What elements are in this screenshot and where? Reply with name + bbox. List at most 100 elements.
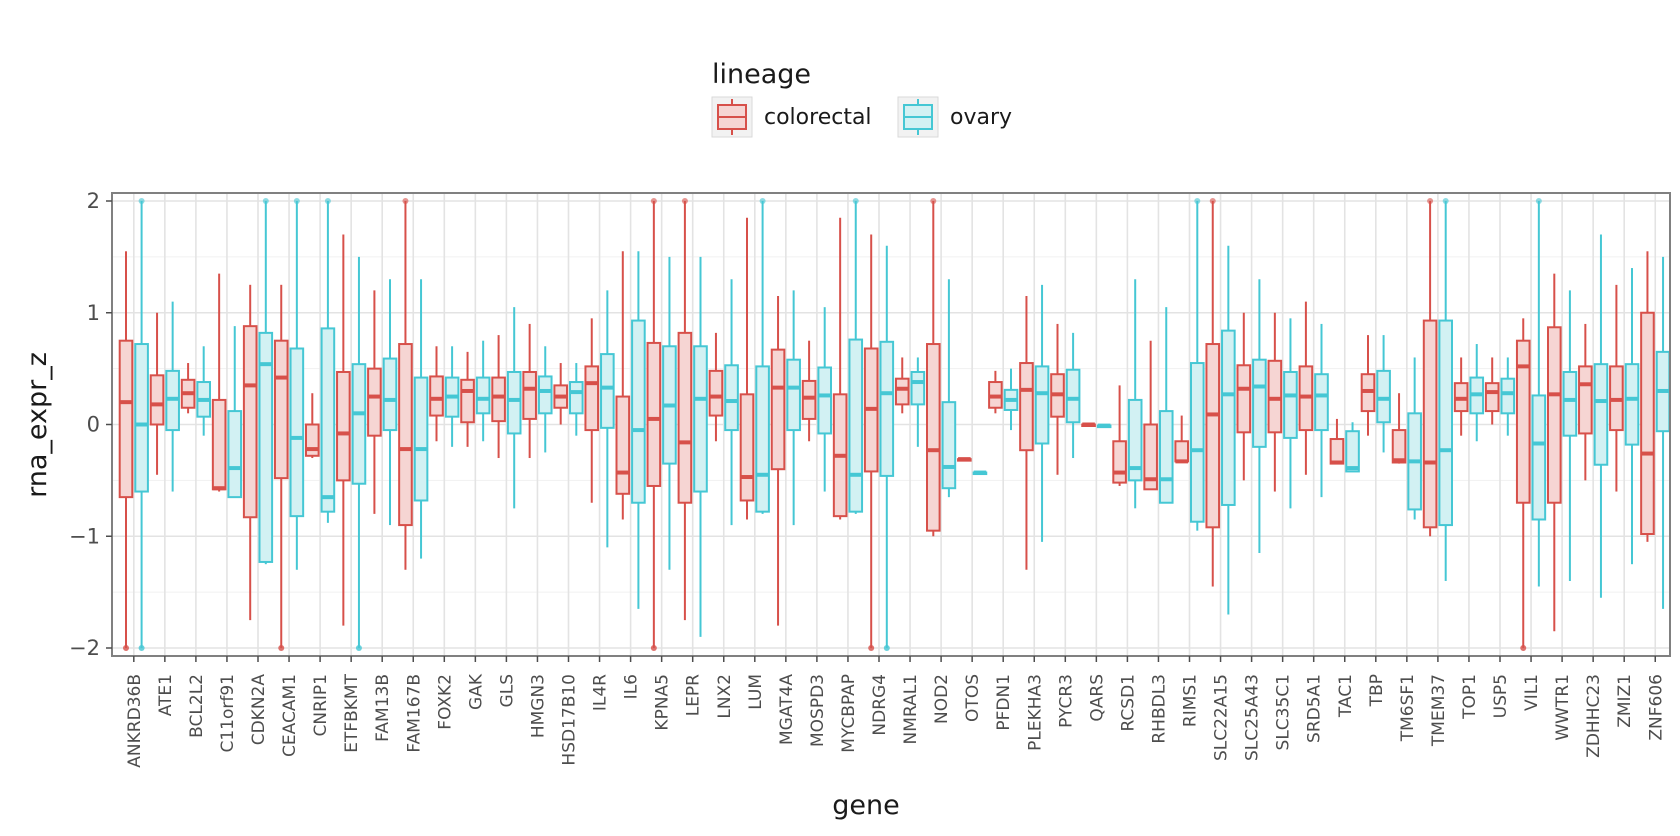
- box-body: [537, 375, 553, 415]
- box-colorectal-OTOS: [957, 457, 972, 462]
- box-body: [491, 376, 506, 423]
- box-body: [429, 375, 444, 417]
- box-body: [258, 331, 274, 563]
- box-body: [1640, 311, 1655, 536]
- box-colorectal-TBP: [1360, 335, 1376, 436]
- legend-label-ovary: ovary: [950, 105, 1012, 130]
- outlier-point: [262, 198, 269, 204]
- x-tick-label: CNRIP1: [311, 674, 331, 736]
- x-tick-label: LUM: [746, 674, 766, 710]
- box-colorectal-NDRG4: [863, 234, 879, 651]
- box-ovary-NMRAL1: [910, 357, 926, 447]
- box-colorectal-VIL1: [1515, 318, 1531, 651]
- box-colorectal-USP5: [1484, 357, 1500, 425]
- outlier-point: [355, 645, 362, 651]
- box-body: [1547, 326, 1562, 504]
- box-body: [336, 370, 351, 482]
- box-body: [1484, 382, 1500, 413]
- x-tick-label: QARS: [1087, 674, 1107, 722]
- box-body: [1174, 440, 1190, 463]
- box-ovary-KPNA5: [662, 256, 677, 570]
- box-colorectal-RHBDL3: [1143, 340, 1158, 491]
- box-body: [631, 319, 646, 504]
- box-body: [786, 358, 801, 432]
- box-colorectal-TAC1: [1329, 418, 1345, 465]
- box-body: [1158, 410, 1174, 504]
- x-tick-label: ZNF606: [1646, 674, 1666, 741]
- x-tick-label: SLC22A15: [1212, 674, 1232, 761]
- box-colorectal-CEACAM1: [273, 284, 289, 651]
- box-colorectal-ZMIZ1: [1609, 284, 1624, 492]
- box-colorectal-GAK: [460, 351, 475, 447]
- box-colorectal-BCL2L2: [180, 363, 196, 414]
- x-tick-label: FAM167B: [404, 674, 424, 753]
- box-colorectal-LEPR: [677, 198, 693, 621]
- outlier-point: [138, 198, 145, 204]
- legend: lineage colorectal ovary: [711, 59, 1012, 138]
- box-body: [910, 370, 926, 406]
- x-tick-label: RCSD1: [1118, 674, 1138, 732]
- box-ovary-FAM167B: [413, 279, 429, 559]
- y-tick-label: 0: [87, 413, 100, 437]
- box-colorectal-IL4R: [584, 318, 600, 503]
- box-body: [724, 364, 739, 432]
- box-ovary-HSD17B10: [569, 363, 584, 436]
- box-colorectal-LNX2: [708, 332, 724, 442]
- box-body: [1143, 423, 1158, 491]
- box-ovary-TBP: [1376, 335, 1391, 453]
- x-tick-label: MYCBPAP: [839, 674, 859, 753]
- box-body: [1438, 319, 1454, 527]
- box-body: [1345, 430, 1360, 473]
- outlier-point: [324, 198, 331, 204]
- box-ovary-TMEM37: [1438, 198, 1454, 581]
- x-tick-label: MGAT4A: [777, 674, 797, 745]
- box-body: [1205, 343, 1221, 529]
- box-colorectal-TOP1: [1453, 357, 1469, 436]
- box-body: [693, 345, 708, 493]
- boxes: [118, 198, 1671, 651]
- box-ovary-MYCBPAP: [848, 198, 864, 514]
- box-colorectal-IL6: [615, 251, 631, 520]
- box-colorectal-HMGN3: [522, 323, 537, 459]
- box-colorectal-NMRAL1: [894, 357, 910, 414]
- box-ovary-CEACAM1: [289, 198, 305, 570]
- box-body: [413, 376, 429, 502]
- outlier-point: [1442, 198, 1449, 204]
- x-tick-label: RHBDL3: [1149, 674, 1169, 744]
- outlier-point: [868, 645, 875, 651]
- x-tick-label: IL4R: [591, 674, 611, 711]
- box-colorectal-KPNA5: [646, 198, 662, 651]
- box-ovary-LNX2: [724, 279, 739, 526]
- outlier-point: [1535, 198, 1542, 204]
- box-ovary-QARS: [1096, 423, 1112, 429]
- box-colorectal-SLC25A43: [1236, 312, 1252, 481]
- box-ovary-GAK: [475, 340, 491, 442]
- x-tick-label: WWTR1: [1553, 674, 1573, 741]
- box-body: [941, 401, 957, 490]
- outlier-point: [1427, 198, 1434, 204]
- box-body: [1019, 362, 1034, 452]
- x-tick-label: PFDN1: [994, 674, 1014, 731]
- x-tick-label: ETFBKMT: [342, 673, 362, 752]
- box-ovary-PYCR3: [1065, 332, 1081, 459]
- x-tick-label: LEPR: [684, 674, 704, 716]
- box-body: [1562, 370, 1578, 437]
- box-body: [926, 343, 941, 532]
- box-colorectal-RIMS1: [1174, 415, 1190, 464]
- box-body: [382, 357, 398, 432]
- box-body: [1531, 394, 1547, 521]
- x-tick-label: TMEM37: [1429, 674, 1449, 747]
- box-body: [817, 366, 833, 435]
- box-body: [1376, 369, 1391, 424]
- box-ovary-SLC35C1: [1283, 318, 1298, 509]
- box-body: [600, 353, 615, 429]
- x-axis-title: gene: [832, 790, 899, 821]
- x-tick-label: GAK: [466, 673, 486, 710]
- box-body: [801, 379, 817, 420]
- box-ovary-GLS: [506, 307, 522, 509]
- x-tick-label: BCL2L2: [187, 674, 207, 738]
- outlier-point: [650, 645, 657, 651]
- x-tick-label: FAM13B: [373, 674, 393, 742]
- box-colorectal-SLC22A15: [1205, 198, 1221, 587]
- x-tick-label: VIL1: [1522, 674, 1542, 711]
